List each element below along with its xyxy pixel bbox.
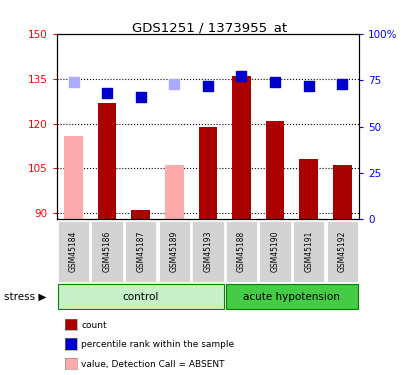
- Bar: [64, 135, 83, 219]
- Bar: [226, 285, 358, 309]
- Bar: [58, 285, 224, 309]
- Text: GSM45187: GSM45187: [136, 231, 145, 272]
- Point: [137, 94, 144, 100]
- Bar: [326, 220, 358, 282]
- Bar: [293, 220, 325, 282]
- Bar: [333, 165, 352, 219]
- Text: acute hypotension: acute hypotension: [244, 292, 340, 302]
- Bar: [58, 220, 89, 282]
- Text: count: count: [81, 321, 107, 330]
- Bar: [226, 220, 257, 282]
- Text: GSM45189: GSM45189: [170, 231, 179, 272]
- Bar: [232, 76, 251, 219]
- Point: [272, 79, 278, 85]
- Bar: [165, 165, 184, 219]
- Text: GSM45184: GSM45184: [69, 231, 78, 272]
- Bar: [98, 103, 116, 219]
- Text: GSM45193: GSM45193: [203, 231, 213, 272]
- Text: GSM45186: GSM45186: [102, 231, 112, 272]
- Text: value, Detection Call = ABSENT: value, Detection Call = ABSENT: [81, 360, 225, 369]
- Text: GSM45191: GSM45191: [304, 231, 313, 272]
- Bar: [158, 220, 190, 282]
- Text: percentile rank within the sample: percentile rank within the sample: [81, 340, 234, 349]
- Bar: [199, 127, 217, 219]
- Bar: [266, 121, 284, 219]
- Bar: [192, 220, 224, 282]
- Point: [305, 83, 312, 89]
- Point: [70, 79, 77, 85]
- Text: GSM45190: GSM45190: [270, 231, 280, 272]
- Point: [104, 90, 110, 96]
- Text: GDS1251 / 1373955_at: GDS1251 / 1373955_at: [132, 21, 288, 34]
- Point: [171, 81, 178, 87]
- Bar: [259, 220, 291, 282]
- Bar: [299, 159, 318, 219]
- Bar: [125, 220, 157, 282]
- Point: [339, 81, 346, 87]
- Text: GSM45188: GSM45188: [237, 231, 246, 272]
- Bar: [131, 210, 150, 219]
- Text: GSM45192: GSM45192: [338, 231, 347, 272]
- Point: [238, 74, 245, 80]
- Text: control: control: [123, 292, 159, 302]
- Bar: [91, 220, 123, 282]
- Point: [205, 83, 211, 89]
- Text: stress ▶: stress ▶: [4, 292, 47, 302]
